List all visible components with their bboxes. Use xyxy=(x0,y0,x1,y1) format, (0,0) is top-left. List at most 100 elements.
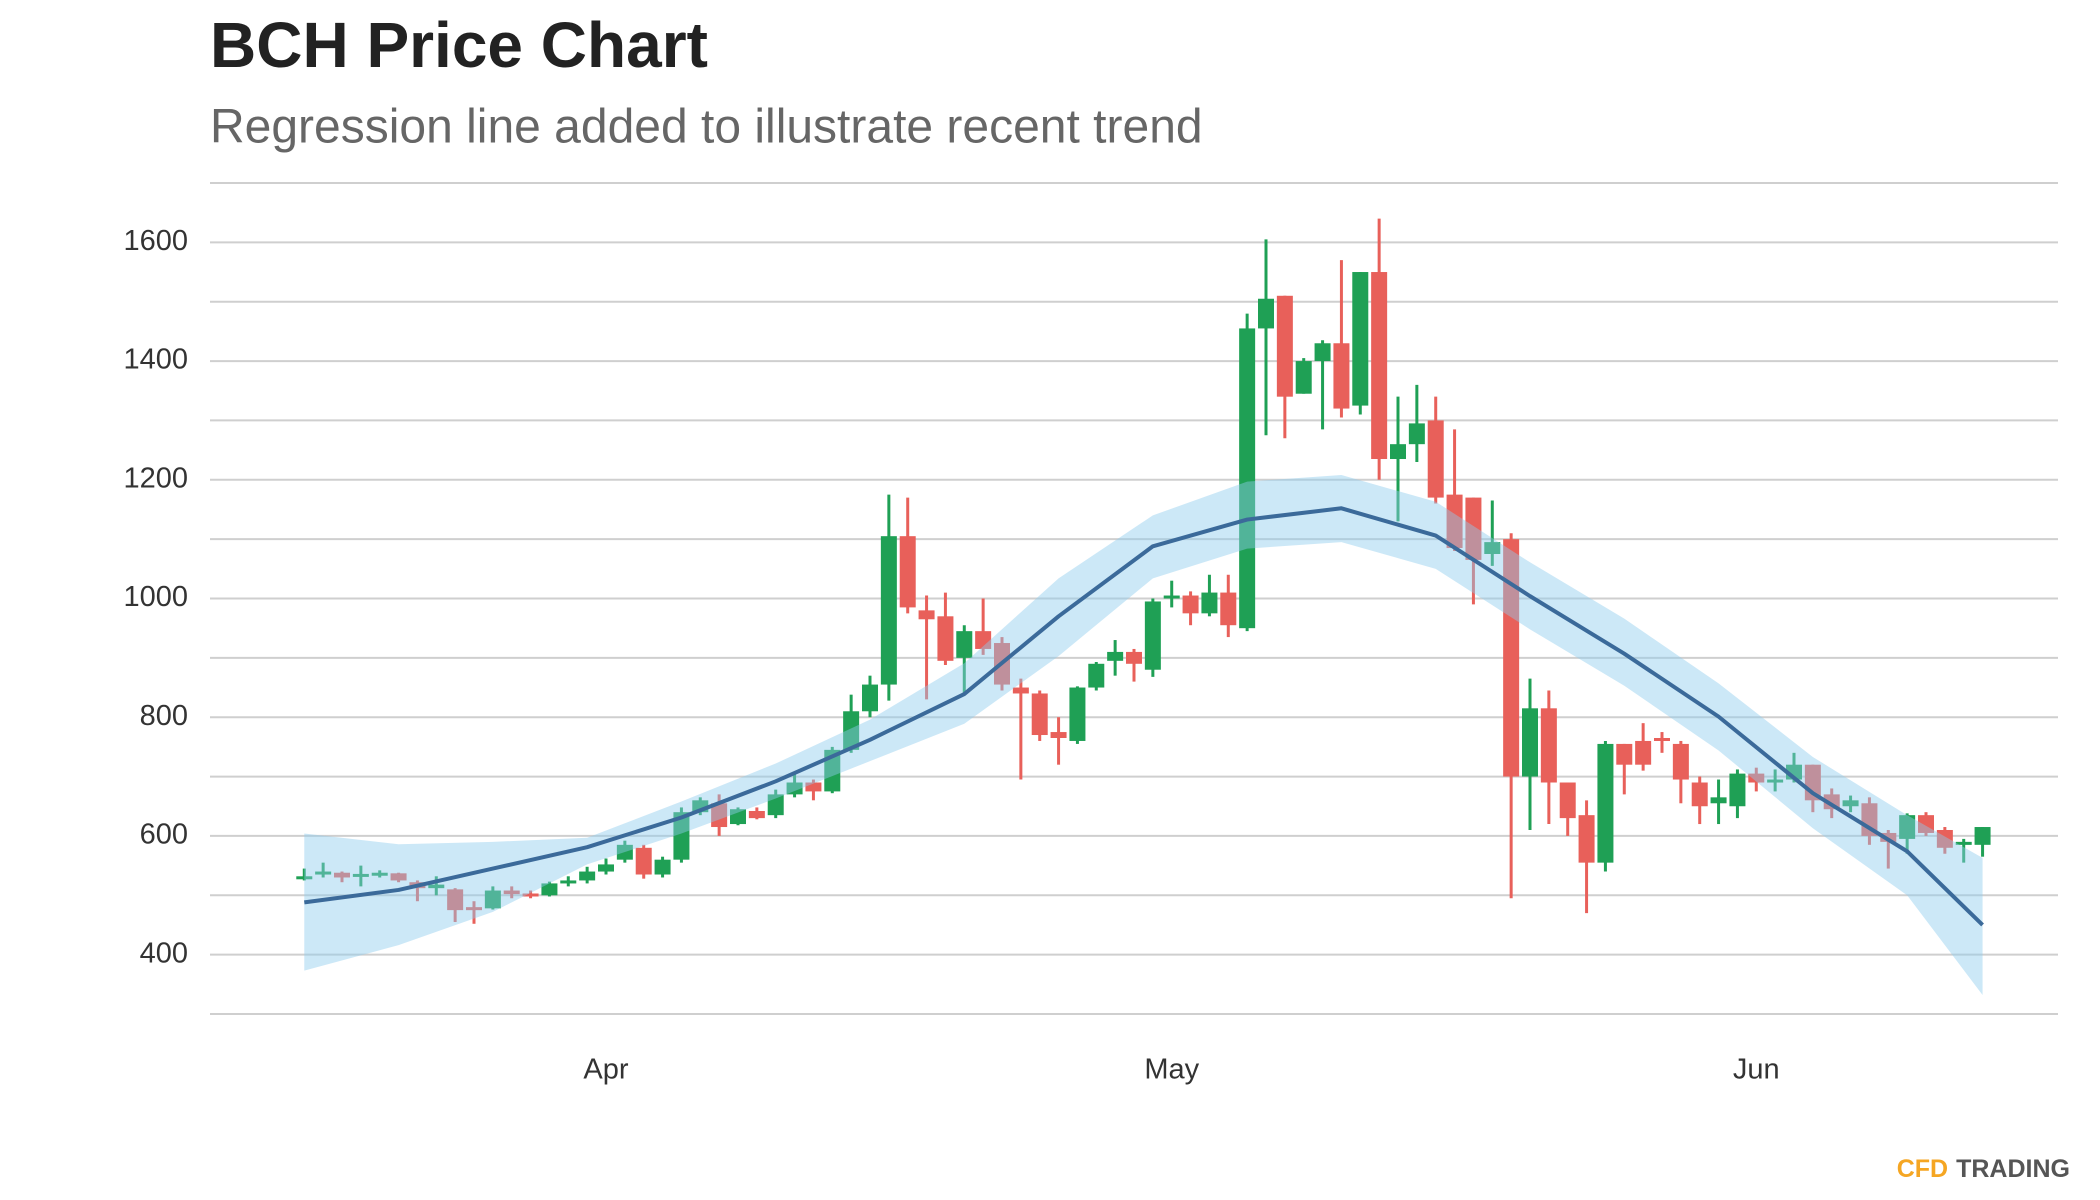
chart-title: BCH Price Chart xyxy=(210,9,708,81)
confidence-band xyxy=(304,475,1983,996)
chart-subtitle: Regression line added to illustrate rece… xyxy=(210,101,1203,154)
candle-body xyxy=(1748,773,1765,783)
x-tick-label: May xyxy=(1144,1054,1199,1086)
y-tick-label: 1000 xyxy=(123,581,188,613)
candle-body xyxy=(1295,361,1312,394)
candle-body xyxy=(1107,651,1124,661)
candle-body xyxy=(484,890,501,909)
y-tick-label: 1400 xyxy=(123,344,188,376)
candle-body xyxy=(767,794,784,816)
candle-body xyxy=(711,803,728,828)
candle-body xyxy=(654,859,671,875)
candle-body xyxy=(862,684,878,712)
candle-body xyxy=(522,893,539,897)
candle-body xyxy=(1427,420,1444,498)
candle-body xyxy=(296,876,313,880)
candle-body xyxy=(1390,444,1406,460)
axis-labels: 400 600 800 1000 1200 1400 1600 Apr May Jun xyxy=(123,225,1779,1086)
candle-body xyxy=(1276,295,1293,397)
candle-body xyxy=(598,864,614,872)
candle-body xyxy=(692,800,709,813)
candle-body xyxy=(1842,800,1859,807)
candle-body xyxy=(673,812,690,860)
candle-body xyxy=(975,631,992,649)
candle-body xyxy=(748,810,765,819)
x-tick-label: Jun xyxy=(1733,1054,1780,1086)
brand: CFD TRADING xyxy=(1897,1155,2070,1183)
candle-body xyxy=(1597,743,1614,863)
grid xyxy=(210,182,2058,1015)
y-tick-label: 600 xyxy=(140,819,188,851)
candle-body xyxy=(1899,815,1916,839)
candle-body xyxy=(843,711,860,750)
candle-body xyxy=(1201,592,1218,614)
candle-body xyxy=(1408,423,1425,445)
candle-body xyxy=(918,610,935,620)
candle-body xyxy=(1446,494,1463,549)
candle-body xyxy=(1069,687,1086,741)
candle-body xyxy=(1936,829,1953,848)
y-tick-label: 1600 xyxy=(123,225,188,257)
candle-body xyxy=(503,890,520,895)
candle-body xyxy=(560,880,577,884)
candle-body xyxy=(1578,815,1595,863)
x-tick-label: Apr xyxy=(583,1054,628,1086)
candle-body xyxy=(371,872,388,876)
candle-body xyxy=(1484,542,1501,554)
candle-body xyxy=(1239,328,1256,629)
candle-body xyxy=(1767,779,1784,783)
candle-body xyxy=(1371,272,1388,460)
candle-body xyxy=(1616,743,1633,765)
candle-body xyxy=(1672,743,1689,780)
candle-body xyxy=(315,871,332,875)
candle-body xyxy=(730,809,746,825)
y-tick-label: 1200 xyxy=(123,462,188,494)
candle-body xyxy=(1050,732,1067,738)
candle-body xyxy=(390,873,407,881)
candle-body xyxy=(1144,601,1161,670)
brand-cfd: CFD xyxy=(1897,1155,1948,1183)
candle-body xyxy=(1691,782,1708,807)
candle-body xyxy=(1654,737,1670,741)
candle-body xyxy=(1126,651,1142,664)
candle-body xyxy=(899,536,916,608)
candle-body xyxy=(1182,595,1199,614)
candle-body xyxy=(466,907,482,911)
y-tick-label: 400 xyxy=(140,937,188,969)
regression xyxy=(304,475,1984,996)
candle-body xyxy=(1352,272,1369,406)
candle-body xyxy=(880,536,897,685)
candle-body xyxy=(1729,773,1746,807)
candle-body xyxy=(447,889,464,911)
brand-trading: TRADING xyxy=(1956,1155,2070,1183)
candle-body xyxy=(1503,539,1520,777)
candle-body xyxy=(541,883,558,896)
candle-body xyxy=(805,782,822,792)
candle-body xyxy=(1635,740,1652,765)
candle-body xyxy=(937,616,954,661)
candle-body xyxy=(1031,693,1048,736)
candle-body xyxy=(1465,497,1482,560)
candle-body xyxy=(352,873,369,877)
candle-body xyxy=(1559,782,1576,819)
candle-body xyxy=(1012,687,1029,694)
candle-body xyxy=(1088,663,1105,688)
candle-body xyxy=(1314,343,1331,362)
candle-body xyxy=(1710,797,1727,804)
candle-body xyxy=(1955,841,1972,845)
candle-body xyxy=(1974,827,1991,845)
regression-line xyxy=(304,506,1984,927)
candle-body xyxy=(579,871,596,881)
candles xyxy=(296,218,1991,924)
candle-body xyxy=(1258,298,1274,329)
candle-body xyxy=(1220,592,1237,626)
y-tick-label: 800 xyxy=(140,700,188,732)
candle-body xyxy=(1333,343,1350,409)
candle-body xyxy=(1540,708,1557,783)
candle-body xyxy=(1163,595,1180,599)
candle-body xyxy=(1918,815,1934,833)
candle-body xyxy=(428,884,445,889)
candle-body xyxy=(1522,708,1538,777)
candle-body xyxy=(956,631,973,658)
